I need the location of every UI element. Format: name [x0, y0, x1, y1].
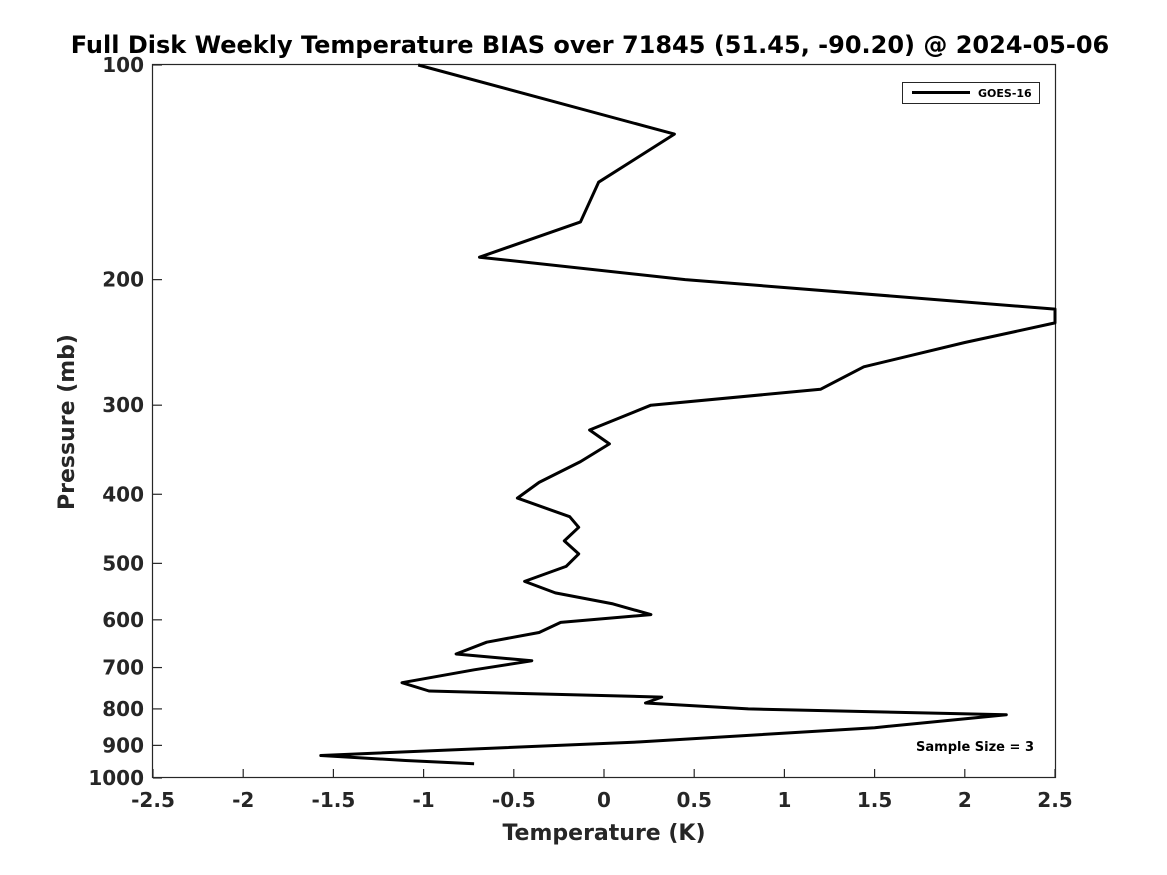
y-tick-label: 300: [102, 393, 144, 417]
x-tick-label: 0: [597, 788, 611, 812]
x-tick-label: 2: [958, 788, 972, 812]
sample-size-annotation: Sample Size = 3: [916, 740, 1034, 755]
x-tick-label: -1: [412, 788, 434, 812]
x-tick-label: -2: [232, 788, 254, 812]
x-tick-label: 0.5: [676, 788, 711, 812]
legend-label-goes-16: GOES-16: [978, 87, 1032, 100]
chart-title: Full Disk Weekly Temperature BIAS over 7…: [71, 31, 1110, 59]
x-tick-label: 2.5: [1037, 788, 1072, 812]
y-tick-label: 600: [102, 608, 144, 632]
x-tick-label: 1.5: [857, 788, 892, 812]
plot-area: [151, 63, 1057, 779]
plot-frame: [151, 63, 1057, 779]
y-tick-label: 800: [102, 697, 144, 721]
y-tick-label: 700: [102, 656, 144, 680]
y-tick-label: 1000: [88, 766, 144, 790]
x-tick-label: -1.5: [312, 788, 356, 812]
x-tick-label: -2.5: [131, 788, 175, 812]
y-tick-label: 400: [102, 482, 144, 506]
y-tick-label: 100: [102, 53, 144, 77]
legend: GOES-16: [902, 82, 1040, 104]
x-tick-label: 1: [777, 788, 791, 812]
y-tick-label: 900: [102, 733, 144, 757]
y-tick-label: 200: [102, 268, 144, 292]
x-tick-label: -0.5: [492, 788, 536, 812]
series-line-goes-16: [319, 63, 1057, 766]
x-axis: -2.5 -2 -1.5 -1 -0.5 0 0.5 1 1.5 2 2.5: [131, 769, 1073, 812]
y-tick-label: 500: [102, 551, 144, 575]
x-axis-label: Temperature (K): [502, 821, 705, 846]
legend-box: [902, 82, 1040, 104]
y-axis: 100 200 300 400 500 600 700 800 900 1000: [88, 53, 162, 790]
y-axis-label: Pressure (mb): [55, 334, 80, 510]
